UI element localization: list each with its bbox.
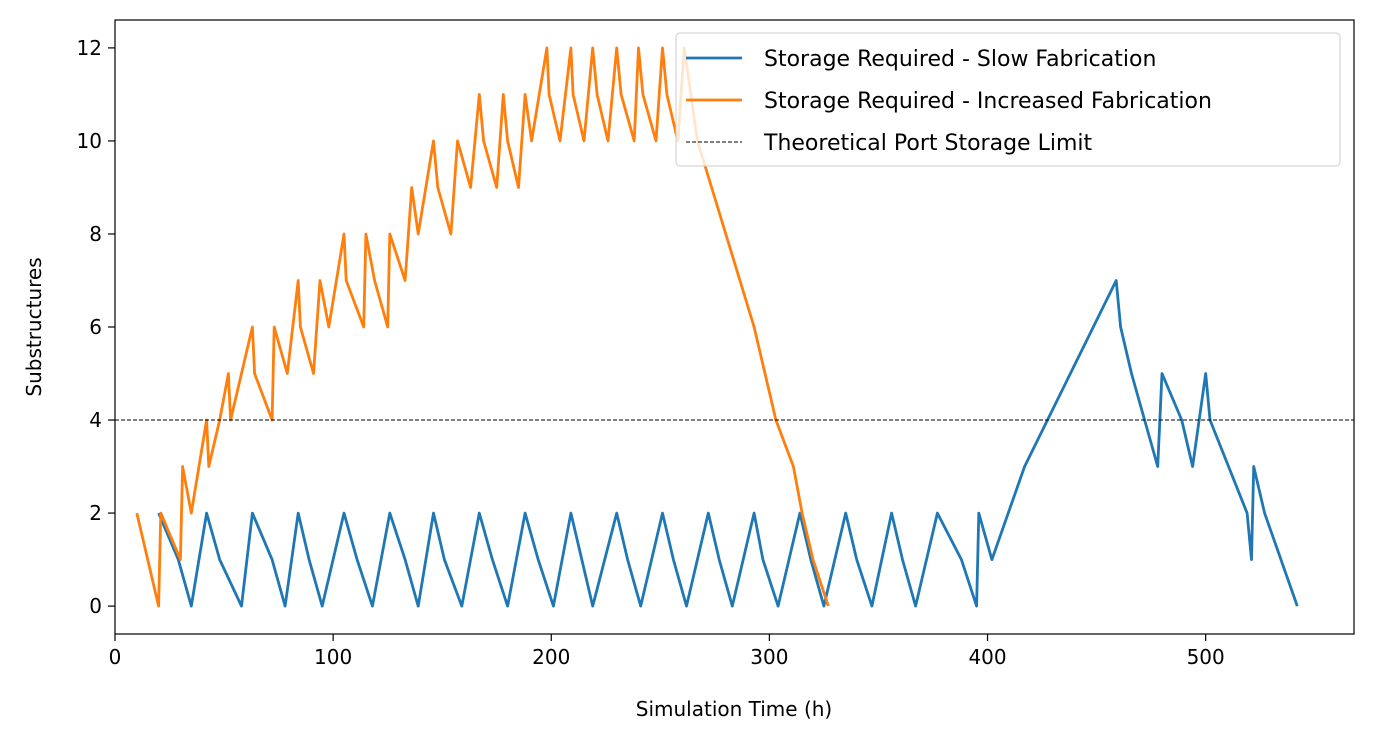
x-tick-label: 200 [532,645,570,669]
y-axis-label: Substructures [22,257,46,396]
legend-label-0: Storage Required - Slow Fabrication [764,47,1156,72]
x-tick-label: 500 [1187,645,1225,669]
y-tick-label: 12 [77,36,102,60]
y-tick-label: 2 [89,501,102,525]
series-layer [115,46,1354,608]
y-tick-label: 8 [89,222,102,246]
series-line-0 [157,279,1299,608]
y-ticks: 0 2 4 6 8 10 12 [77,36,115,618]
legend-label-1: Storage Required - Increased Fabrication [764,89,1212,114]
x-tick-label: 0 [109,645,122,669]
legend-box [675,32,1341,167]
x-tick-label: 300 [750,645,788,669]
legend-label-2: Theoretical Port Storage Limit [763,131,1092,156]
series-line-1 [135,46,830,608]
x-axis-label: Simulation Time (h) [636,697,832,721]
y-tick-label: 4 [89,408,102,432]
legend: Storage Required - Slow Fabrication Stora… [675,32,1341,167]
y-tick-label: 6 [89,315,102,339]
y-tick-label: 10 [77,129,102,153]
y-tick-label: 0 [89,594,102,618]
x-tick-label: 400 [968,645,1006,669]
x-ticks: 0 100 200 300 400 500 [109,634,1225,669]
x-tick-label: 100 [314,645,352,669]
